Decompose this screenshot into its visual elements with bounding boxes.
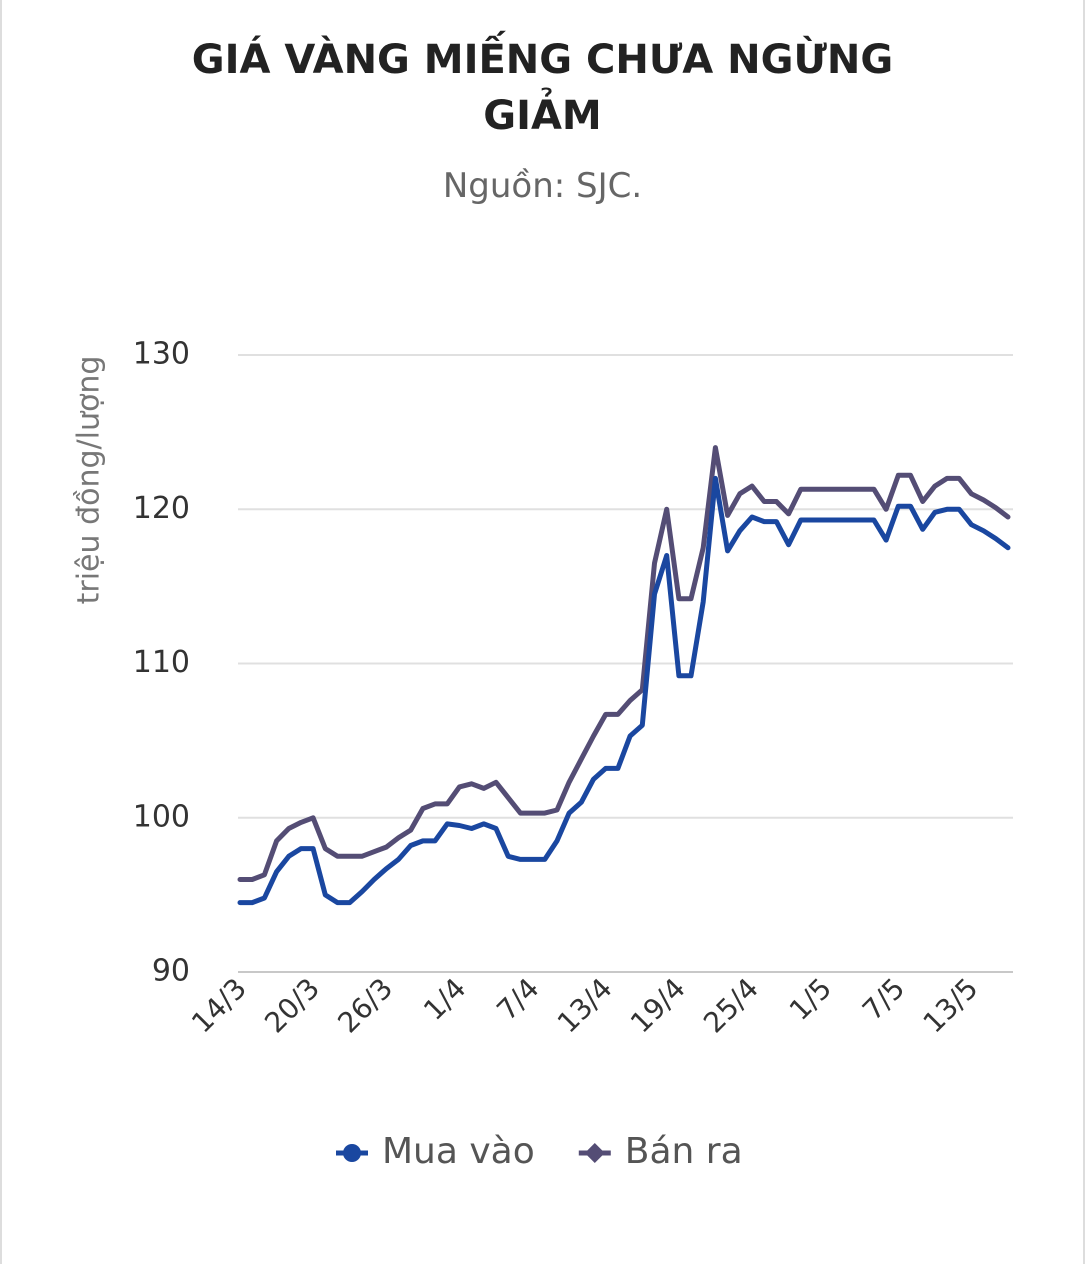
x-tick-label: 13/5 <box>917 972 985 1040</box>
x-tick-label: 14/3 <box>185 972 253 1040</box>
x-tick-label: 20/3 <box>258 972 326 1040</box>
legend-label: Bán ra <box>625 1131 743 1172</box>
x-tick-label: 7/5 <box>856 972 911 1027</box>
y-tick-label: 100 <box>133 799 190 834</box>
legend-label: Mua vào <box>382 1131 535 1172</box>
legend-marker <box>343 1144 361 1162</box>
y-tick-label: 110 <box>133 645 190 680</box>
x-tick-label: 26/3 <box>331 972 399 1040</box>
x-tick-label: 19/4 <box>624 972 692 1040</box>
line-series <box>237 445 1011 882</box>
x-tick-label: 1/4 <box>417 972 472 1027</box>
x-tick-label: 1/5 <box>783 972 838 1027</box>
y-axis-label: triệu đồng/lượng <box>72 356 107 605</box>
chart-subtitle: Nguồn: SJC. <box>442 166 643 206</box>
x-tick-label: 7/4 <box>490 972 545 1027</box>
legend-marker <box>584 1143 605 1163</box>
x-tick-label: 25/4 <box>697 972 765 1040</box>
x-tick-label: 13/4 <box>551 972 619 1040</box>
y-tick-label: 130 <box>133 337 190 372</box>
y-tick-label: 120 <box>133 491 190 526</box>
chart-title: GIÁ VÀNG MIẾNG CHƯA NGỪNG GIẢM <box>191 37 894 139</box>
line-series <box>237 475 1011 906</box>
y-tick-label: 90 <box>152 954 190 989</box>
